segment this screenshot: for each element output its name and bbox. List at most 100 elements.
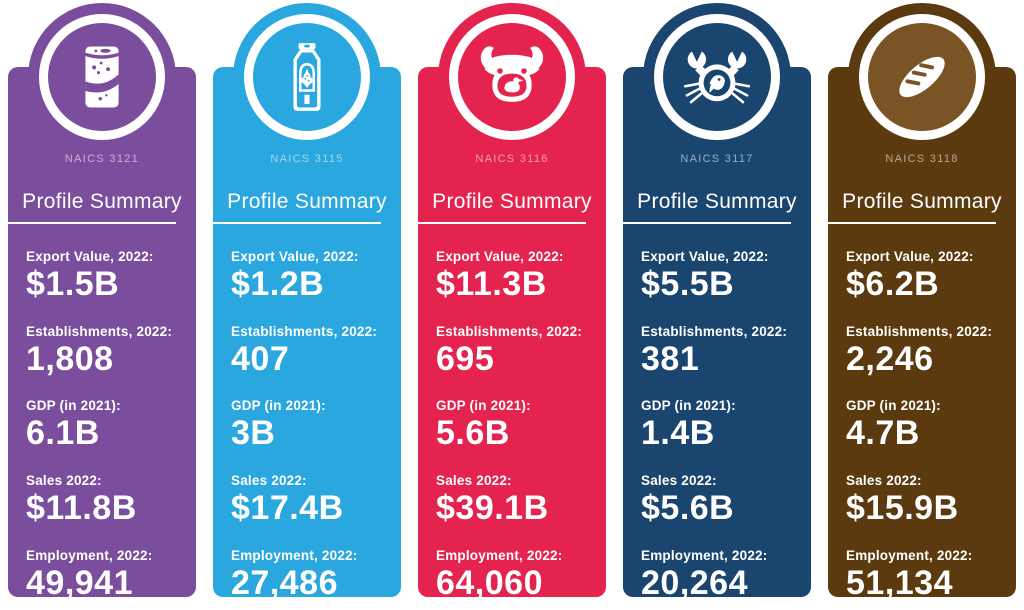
stat-value: $17.4B: [231, 489, 344, 528]
bread-loaf-icon: [899, 56, 945, 98]
stat-label: Export Value, 2022:: [231, 249, 359, 264]
profile-summary-heading: Profile Summary: [637, 190, 797, 213]
stat-value: 6.1B: [26, 414, 100, 453]
stat-label: Export Value, 2022:: [436, 249, 564, 264]
stat-label: Employment, 2022:: [436, 547, 563, 563]
beverage-can-icon: [85, 46, 119, 108]
industry-badge: [643, 3, 791, 151]
stat-value: 1,808: [26, 339, 114, 378]
stat-label: Export Value, 2022:: [26, 249, 154, 264]
stats-list: Export Value, 2022: $11.3B Establishment…: [418, 224, 606, 600]
stat-establishments: Establishments, 2022: 381: [641, 324, 803, 377]
stat-sales: Sales 2022: $11.8B: [26, 473, 188, 526]
stat-employment: Employment, 2022: 27,486: [231, 548, 393, 601]
stat-value: 51,134: [846, 563, 953, 602]
stat-label: GDP (in 2021):: [641, 398, 736, 414]
stat-value: $15.9B: [846, 489, 959, 528]
stat-value: $5.5B: [641, 265, 735, 303]
industry-card-naics-3116: NAICS 3116 Profile Summary Export Value,…: [418, 3, 606, 600]
stat-label: Establishments, 2022:: [231, 323, 378, 339]
stat-label: Sales 2022:: [436, 473, 512, 489]
stat-value: 27,486: [231, 563, 338, 602]
stat-value: 695: [436, 339, 495, 378]
stat-value: 1.4B: [641, 414, 715, 453]
naics-code-label: NAICS 3117: [680, 153, 754, 165]
stat-label: Sales 2022:: [26, 473, 102, 489]
heading-underline: [8, 222, 176, 224]
stat-value: $6.2B: [846, 265, 940, 303]
stat-sales: Sales 2022: $17.4B: [231, 473, 393, 526]
stat-establishments: Establishments, 2022: 1,808: [26, 324, 188, 377]
stat-value: 64,060: [436, 563, 543, 602]
stat-value: 5.6B: [436, 414, 510, 453]
naics-code-label: NAICS 3121: [64, 153, 140, 165]
stat-gdp: GDP (in 2021): 3B: [231, 398, 393, 451]
stat-value: $5.6B: [641, 489, 735, 528]
stat-export-value: Export Value, 2022: $1.2B: [231, 249, 393, 302]
stat-employment: Employment, 2022: 51,134: [846, 548, 1008, 601]
stat-employment: Employment, 2022: 20,264: [641, 548, 803, 601]
stat-establishments: Establishments, 2022: 2,246: [846, 324, 1008, 377]
stat-establishments: Establishments, 2022: 407: [231, 324, 393, 377]
stat-sales: Sales 2022: $5.6B: [641, 473, 803, 526]
heading-underline: [828, 222, 996, 224]
heading-underline: [213, 222, 381, 224]
stat-sales: Sales 2022: $15.9B: [846, 473, 1008, 526]
naics-code-label: NAICS 3115: [270, 153, 344, 165]
stat-label: GDP (in 2021):: [846, 398, 941, 414]
naics-code-label: NAICS 3116: [475, 153, 549, 165]
industry-badge: [438, 3, 586, 151]
naics-industry-profile-cards: NAICS 3121 Profile Summary Export Value,…: [8, 3, 1016, 600]
stat-value: 20,264: [641, 563, 748, 602]
stat-value: $11.8B: [26, 489, 137, 528]
stat-label: Sales 2022:: [641, 473, 717, 489]
stat-gdp: GDP (in 2021): 5.6B: [436, 398, 598, 451]
stat-value: 49,941: [26, 563, 133, 602]
industry-card-naics-3121: NAICS 3121 Profile Summary Export Value,…: [8, 3, 196, 600]
badge-ring: [654, 14, 780, 140]
stat-export-value: Export Value, 2022: $11.3B: [436, 249, 598, 302]
stat-label: Export Value, 2022:: [846, 249, 974, 264]
stat-gdp: GDP (in 2021): 4.7B: [846, 398, 1008, 451]
industry-badge: [233, 3, 381, 151]
stat-label: Employment, 2022:: [641, 547, 768, 563]
stat-value: 381: [641, 339, 700, 378]
stat-label: Employment, 2022:: [26, 547, 153, 563]
naics-code-label: NAICS 3118: [885, 153, 959, 165]
industry-card-naics-3118: NAICS 3118 Profile Summary Export Value,…: [828, 3, 1016, 600]
stat-label: Employment, 2022:: [231, 547, 358, 563]
crab-icon: [683, 46, 751, 104]
stat-label: Sales 2022:: [846, 473, 922, 489]
stats-list: Export Value, 2022: $6.2B Establishments…: [828, 224, 1016, 600]
heading-underline: [418, 222, 586, 224]
stat-export-value: Export Value, 2022: $6.2B: [846, 249, 1008, 302]
stat-label: Establishments, 2022:: [26, 323, 173, 339]
stat-employment: Employment, 2022: 49,941: [26, 548, 188, 601]
stat-value: 2,246: [846, 339, 934, 378]
badge-ring: [244, 14, 370, 140]
stat-gdp: GDP (in 2021): 6.1B: [26, 398, 188, 451]
stats-list: Export Value, 2022: $1.2B Establishments…: [213, 224, 401, 600]
stat-label: Sales 2022:: [231, 473, 307, 489]
profile-summary-heading: Profile Summary: [227, 190, 387, 213]
stat-value: $11.3B: [436, 265, 547, 303]
stat-label: GDP (in 2021):: [436, 398, 531, 414]
stat-label: GDP (in 2021):: [26, 398, 121, 414]
badge-ring: [449, 14, 575, 140]
stat-export-value: Export Value, 2022: $1.5B: [26, 249, 188, 302]
stat-label: Export Value, 2022:: [641, 249, 769, 264]
stat-value: 407: [231, 339, 290, 378]
profile-summary-heading: Profile Summary: [432, 190, 592, 213]
profile-summary-heading: Profile Summary: [22, 190, 182, 213]
stat-label: GDP (in 2021):: [231, 398, 326, 414]
industry-card-naics-3115: NAICS 3115 Profile Summary Export Value,…: [213, 3, 401, 600]
stat-sales: Sales 2022: $39.1B: [436, 473, 598, 526]
heading-underline: [623, 222, 791, 224]
stats-list: Export Value, 2022: $1.5B Establishments…: [8, 224, 196, 600]
badge-ring: [859, 14, 985, 140]
stat-label: Establishments, 2022:: [641, 323, 788, 339]
milk-carton-icon: [293, 43, 321, 111]
industry-badge: [848, 3, 996, 151]
badge-ring: [39, 14, 165, 140]
stat-export-value: Export Value, 2022: $5.5B: [641, 249, 803, 302]
